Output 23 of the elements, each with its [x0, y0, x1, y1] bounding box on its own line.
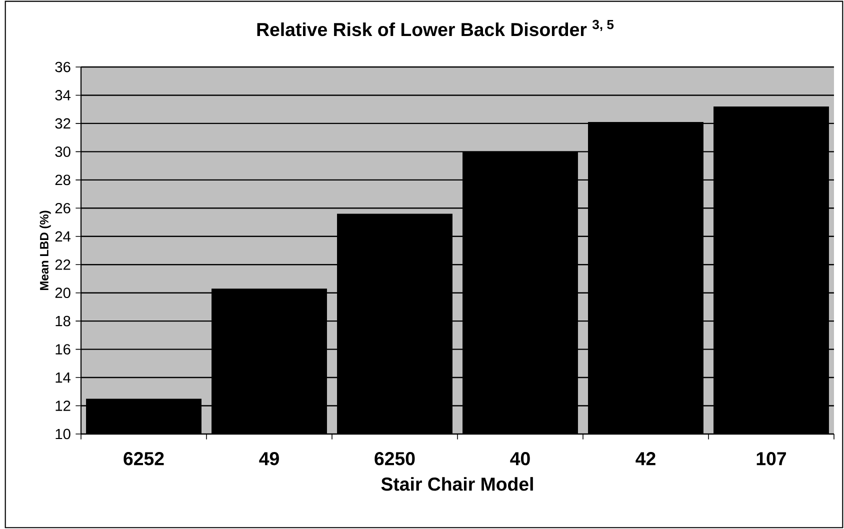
y-tick-label: 30: [55, 146, 70, 157]
y-tick-label: 36: [55, 62, 70, 72]
x-tick-label: 6252: [124, 452, 164, 466]
y-tick-label: 10: [56, 428, 70, 440]
x-axis-title: Stair Chair Model: [381, 477, 533, 491]
x-tick-label: 6250: [374, 452, 415, 466]
y-tick-label: 18: [56, 316, 70, 326]
y-tick-label: 22: [55, 260, 70, 270]
y-tick-label: 32: [55, 118, 70, 129]
y-tick-label: 16: [56, 344, 70, 354]
y-tick-label: 34: [55, 90, 71, 100]
y-tick-label: 28: [55, 174, 70, 186]
x-tick-label: 49: [259, 452, 279, 466]
y-tick-label: 26: [55, 202, 70, 214]
chart-title: Relative Risk of Lower Back Disorder $^{3, 5}$: [257, 20, 614, 36]
x-tick-label: 107: [756, 452, 786, 466]
x-tick-label: 40: [510, 452, 530, 466]
x-tick-label: 42: [636, 452, 656, 466]
y-tick-label: 14: [56, 372, 71, 383]
y-tick-label: 20: [55, 288, 70, 298]
y-axis-title: Mean LBD (%): [40, 210, 51, 290]
y-tick-label: 24: [55, 231, 71, 242]
y-tick-label: 12: [56, 400, 70, 411]
